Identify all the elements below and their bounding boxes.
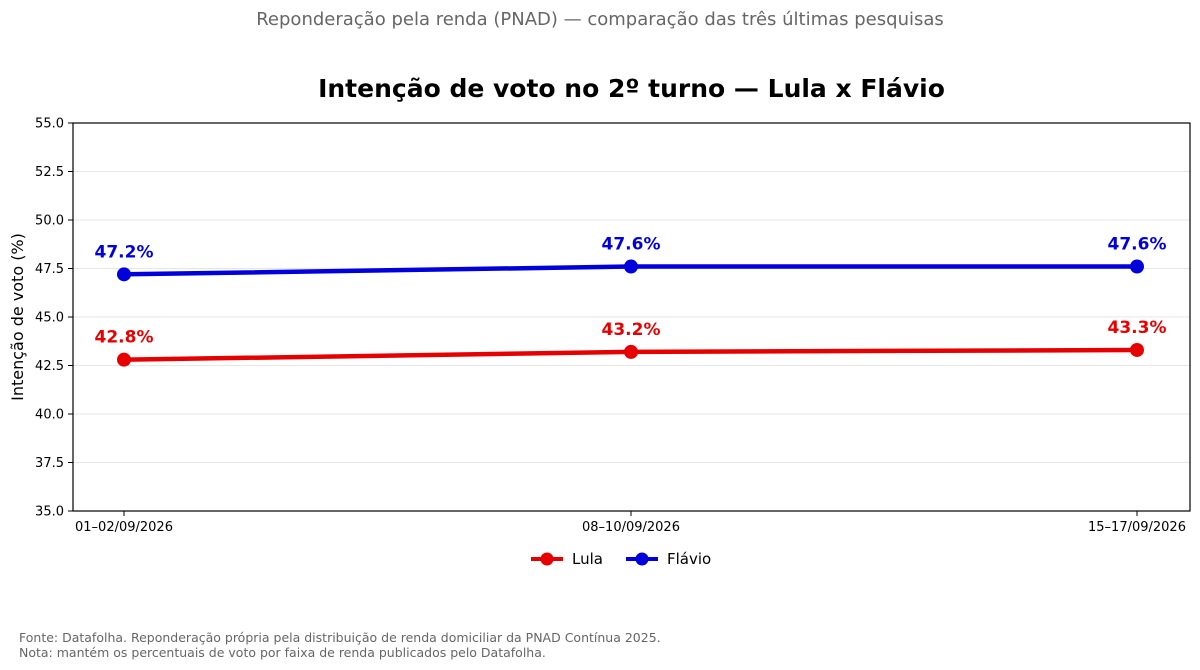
chart-suptitle: Reponderação pela renda (PNAD) — compara… bbox=[256, 9, 944, 30]
y-tick-label: 35.0 bbox=[35, 505, 64, 520]
data-label-lula: 43.3% bbox=[1108, 318, 1167, 338]
legend-item-flavio: Flávio bbox=[625, 549, 711, 569]
y-tick-label: 40.0 bbox=[35, 408, 64, 423]
x-tick-label: 15–17/09/2026 bbox=[1088, 520, 1186, 535]
plot-area-frame bbox=[72, 122, 1191, 512]
data-point-lula bbox=[624, 344, 638, 359]
legend-swatch-lula bbox=[531, 552, 563, 566]
legend-swatch-flavio bbox=[625, 552, 658, 566]
data-point-lula bbox=[1130, 342, 1144, 357]
data-label-flávio: 47.6% bbox=[1108, 235, 1167, 255]
y-tick-label: 47.5 bbox=[35, 262, 64, 277]
x-tick-label: 01–02/09/2026 bbox=[75, 520, 173, 535]
legend-label-flavio: Flávio bbox=[666, 550, 712, 568]
data-point-flávio bbox=[624, 259, 638, 274]
y-axis-label: Intenção de voto (%) bbox=[8, 233, 27, 401]
y-tick-label: 50.0 bbox=[35, 214, 64, 229]
chart-footnote: Fonte: Datafolha. Reponderação própria p… bbox=[19, 630, 661, 660]
data-label-flávio: 47.2% bbox=[95, 242, 154, 262]
y-tick-label: 52.5 bbox=[35, 165, 64, 180]
y-tick-label: 55.0 bbox=[35, 117, 64, 132]
x-tick-label: 08–10/09/2026 bbox=[582, 520, 680, 535]
legend-label-lula: Lula bbox=[572, 550, 603, 568]
data-label-flávio: 47.6% bbox=[602, 235, 661, 255]
data-point-flávio bbox=[117, 267, 131, 282]
chart-title: Intenção de voto no 2º turno — Lula x Fl… bbox=[318, 74, 945, 103]
y-tick-label: 45.0 bbox=[35, 311, 64, 326]
data-label-lula: 43.2% bbox=[602, 320, 661, 340]
y-tick-label: 37.5 bbox=[35, 456, 64, 471]
footnote-line-1: Fonte: Datafolha. Reponderação própria p… bbox=[19, 630, 661, 645]
chart-legend: Lula Flávio bbox=[530, 549, 733, 569]
y-tick-label: 42.5 bbox=[35, 359, 64, 374]
footnote-line-2: Nota: mantém os percentuais de voto por … bbox=[19, 645, 546, 660]
legend-item-lula: Lula bbox=[530, 549, 603, 569]
data-label-lula: 42.8% bbox=[95, 328, 154, 348]
data-point-flávio bbox=[1130, 259, 1144, 274]
data-point-lula bbox=[117, 352, 131, 367]
